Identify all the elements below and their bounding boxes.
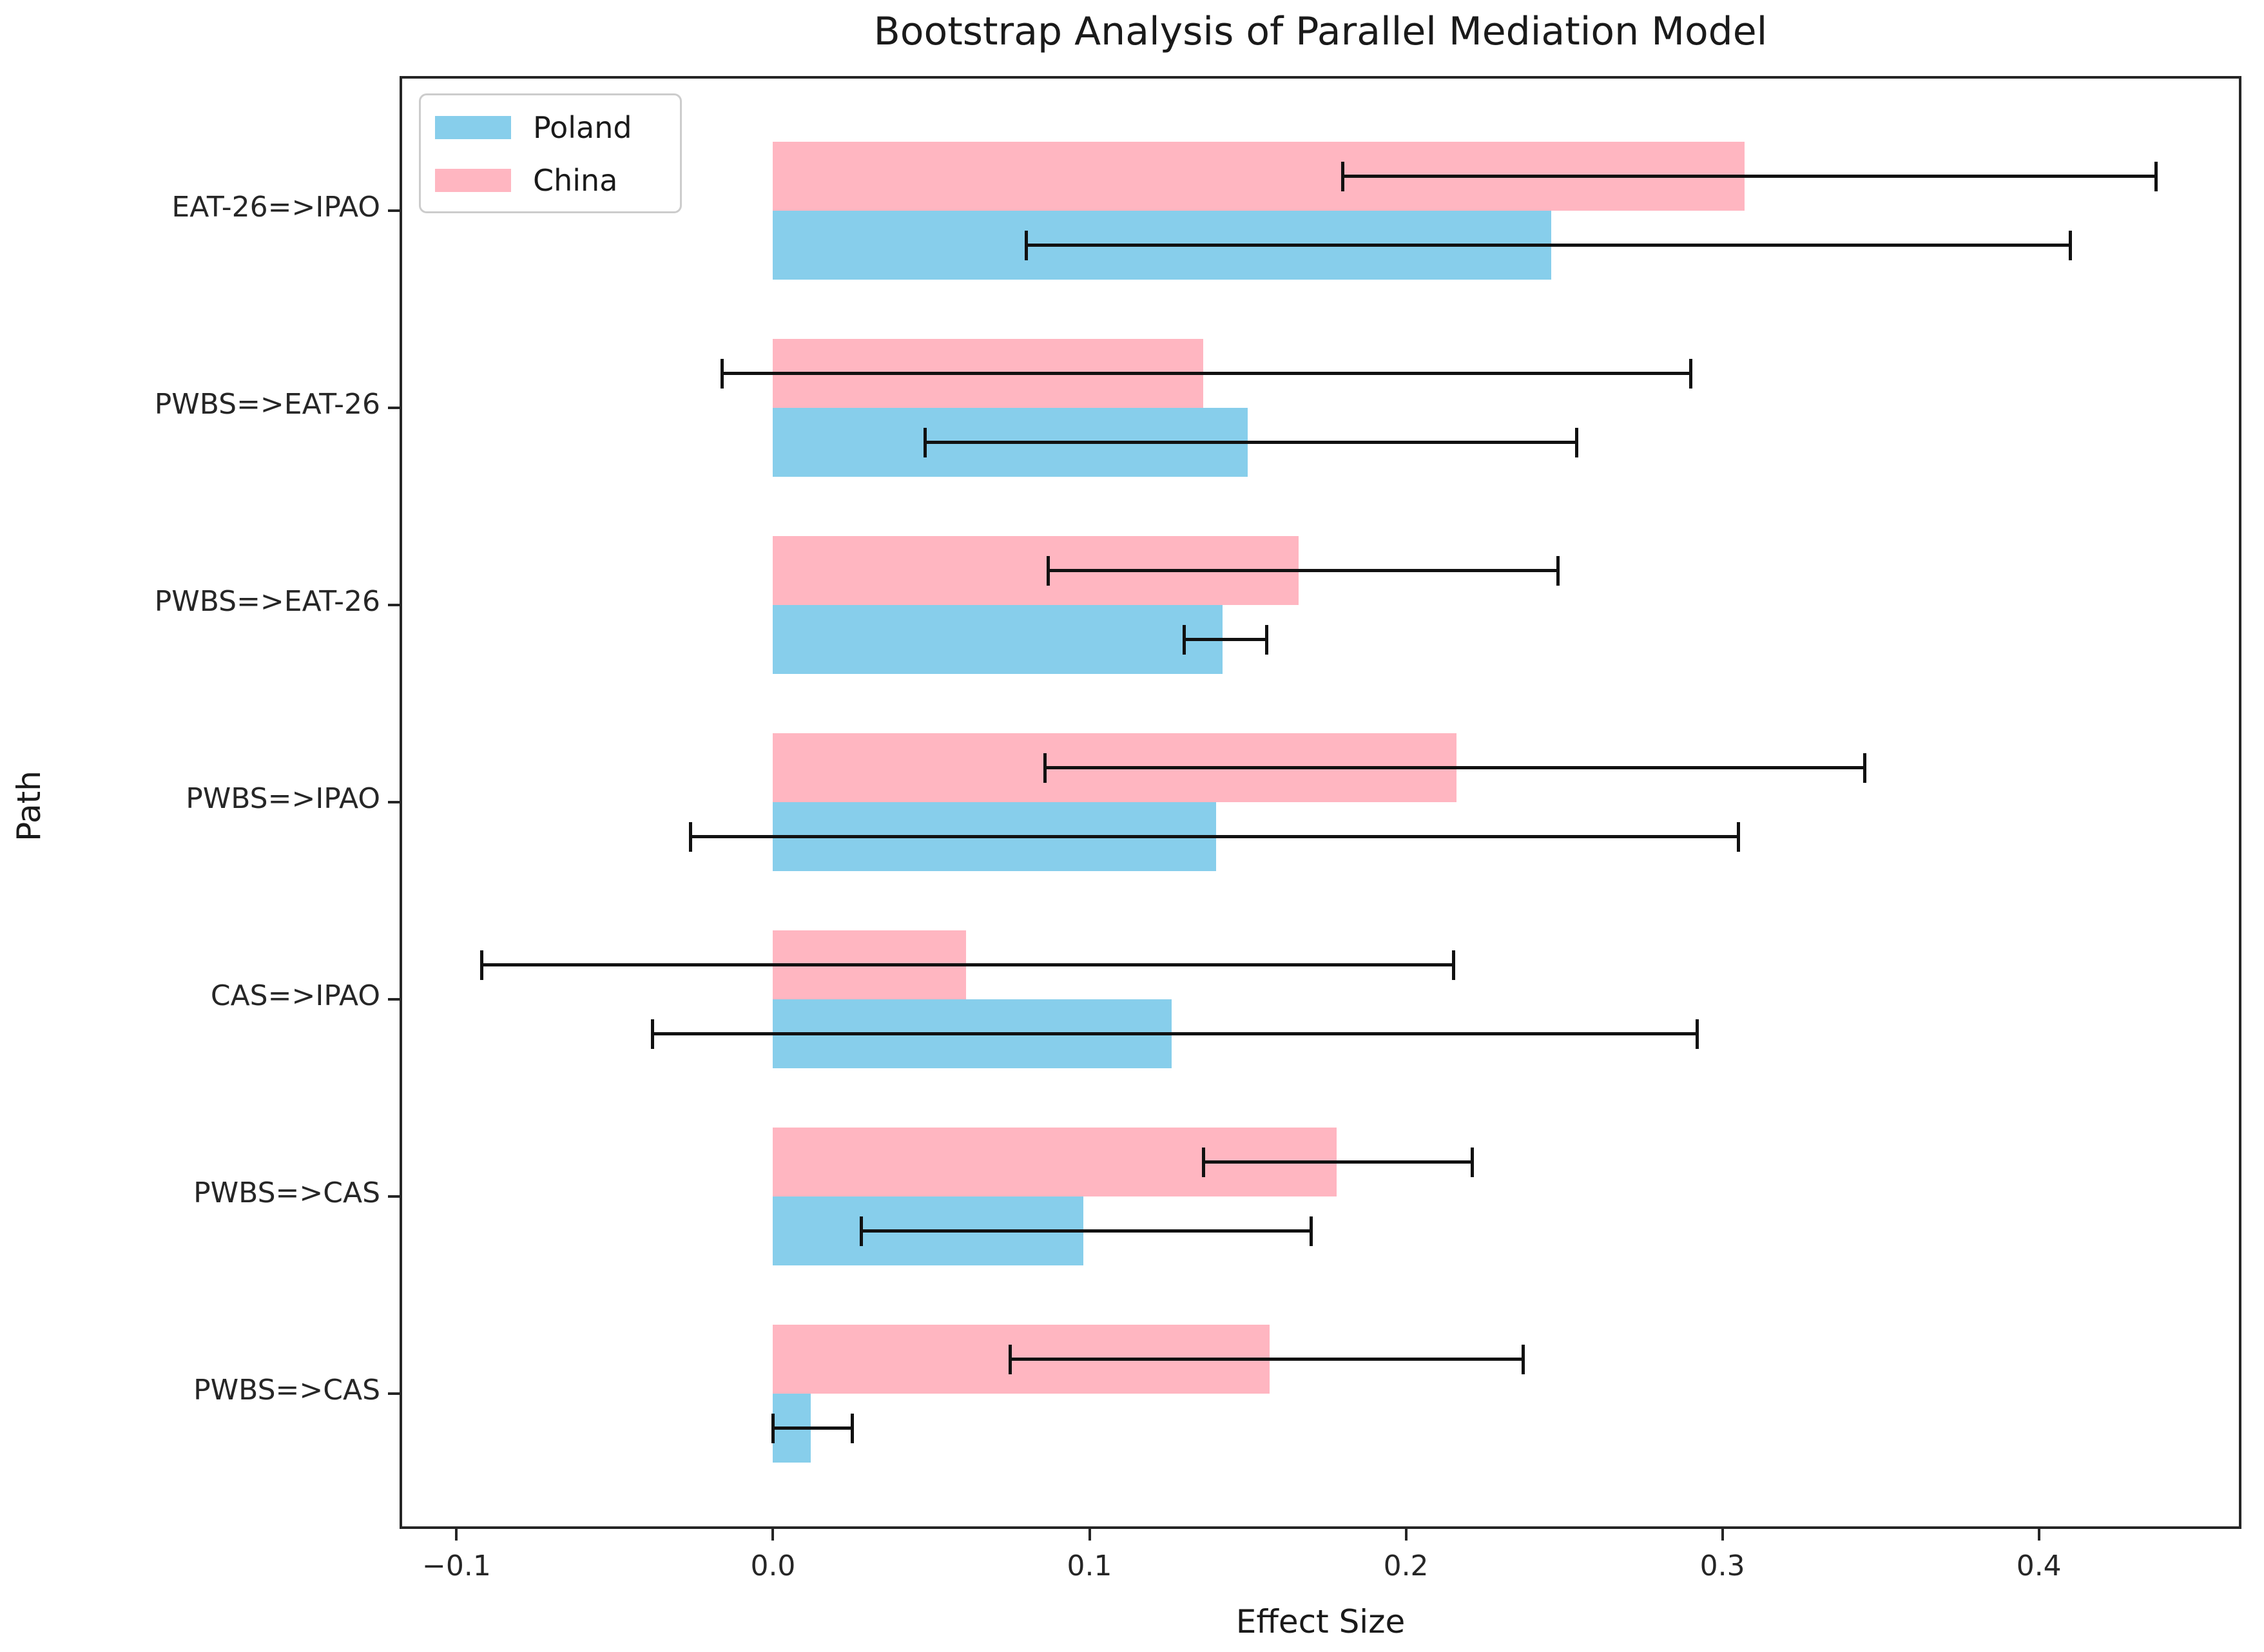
y-tick-label-3: PWBS=>IPAO (186, 782, 380, 815)
error-bar-poland-6 (773, 1426, 853, 1430)
error-bar-cap-poland-3-low (689, 821, 693, 852)
error-bar-cap-china-3-low (1043, 753, 1047, 783)
error-bar-cap-china-4-low (480, 950, 484, 980)
x-tick-mark-0 (455, 1529, 458, 1541)
chart-title: Bootstrap Analysis of Parallel Mediation… (873, 9, 1768, 54)
legend-label-poland: Poland (533, 110, 632, 145)
legend: Poland China (419, 93, 682, 213)
x-tick-label-3: 0.2 (1383, 1550, 1429, 1582)
error-bar-cap-poland-4-low (651, 1019, 655, 1049)
error-bar-china-6 (1010, 1358, 1524, 1361)
error-bar-cap-poland-5-high (1309, 1216, 1313, 1246)
error-bar-cap-china-0-low (1340, 161, 1344, 191)
x-tick-mark-3 (1404, 1529, 1408, 1541)
y-tick-label-1: PWBS=>EAT-26 (154, 388, 380, 421)
error-bar-china-2 (1048, 569, 1558, 572)
y-tick-label-6: PWBS=>CAS (193, 1374, 380, 1407)
error-bar-china-1 (722, 372, 1691, 375)
error-bar-cap-china-6-high (1521, 1344, 1525, 1374)
x-tick-mark-5 (2037, 1529, 2040, 1541)
y-tick-mark-0 (388, 209, 400, 212)
y-tick-mark-2 (388, 604, 400, 606)
plot-area (400, 76, 2241, 1529)
error-bar-china-0 (1342, 175, 2156, 178)
error-bar-china-3 (1045, 766, 1865, 769)
error-bar-poland-4 (652, 1032, 1698, 1035)
legend-label-china: China (533, 163, 618, 198)
error-bar-cap-poland-2-low (1183, 624, 1186, 655)
error-bar-china-5 (1203, 1160, 1473, 1164)
legend-item-poland: Poland (435, 107, 632, 148)
error-bar-cap-poland-5-low (860, 1216, 864, 1246)
error-bar-cap-poland-1-high (1575, 427, 1579, 457)
error-bar-china-4 (481, 963, 1454, 966)
error-bar-poland-5 (861, 1229, 1311, 1233)
error-bar-cap-poland-3-high (1736, 821, 1740, 852)
y-tick-label-4: CAS=>IPAO (210, 979, 380, 1012)
x-tick-label-2: 0.1 (1067, 1550, 1112, 1582)
y-tick-label-0: EAT-26=>IPAO (171, 191, 380, 224)
error-bar-cap-china-6-low (1009, 1344, 1012, 1374)
error-bar-cap-china-0-high (2154, 161, 2158, 191)
error-bar-poland-0 (1026, 244, 2071, 247)
x-tick-label-4: 0.3 (1699, 1550, 1745, 1582)
x-tick-mark-2 (1088, 1529, 1091, 1541)
bar-poland-2 (773, 605, 1223, 674)
error-bar-poland-1 (925, 441, 1577, 444)
error-bar-cap-china-1-high (1689, 358, 1693, 389)
y-tick-mark-1 (388, 407, 400, 409)
error-bar-cap-poland-4-high (1695, 1019, 1699, 1049)
x-tick-label-1: 0.0 (750, 1550, 796, 1582)
y-tick-mark-6 (388, 1392, 400, 1395)
x-tick-mark-4 (1721, 1529, 1724, 1541)
x-tick-mark-1 (771, 1529, 775, 1541)
x-tick-label-5: 0.4 (2016, 1550, 2062, 1582)
error-bar-cap-china-3-high (1863, 753, 1867, 783)
error-bar-cap-china-1-low (721, 358, 724, 389)
legend-item-china: China (435, 160, 617, 201)
error-bar-cap-poland-2-high (1265, 624, 1269, 655)
error-bar-cap-poland-0-high (2069, 230, 2073, 260)
error-bar-cap-china-5-high (1471, 1147, 1475, 1177)
x-axis-label: Effect Size (1235, 1603, 1406, 1640)
error-bar-cap-china-4-high (1451, 950, 1455, 980)
error-bar-cap-poland-6-low (771, 1413, 775, 1443)
legend-swatch-china (435, 169, 511, 192)
error-bar-cap-china-2-high (1556, 555, 1560, 586)
y-tick-mark-3 (388, 801, 400, 803)
error-bar-cap-poland-6-high (850, 1413, 854, 1443)
error-bar-cap-china-2-low (1047, 555, 1050, 586)
y-axis-label: Path (10, 771, 48, 841)
error-bar-cap-poland-0-low (1024, 230, 1028, 260)
y-tick-mark-4 (388, 998, 400, 1001)
error-bar-poland-3 (690, 835, 1739, 838)
y-tick-mark-5 (388, 1195, 400, 1198)
error-bar-cap-poland-1-low (923, 427, 927, 457)
y-tick-label-5: PWBS=>CAS (193, 1177, 380, 1209)
x-tick-label-0: −0.1 (421, 1550, 491, 1582)
error-bar-cap-china-5-low (1201, 1147, 1205, 1177)
y-tick-label-2: PWBS=>EAT-26 (154, 585, 380, 618)
legend-swatch-poland (435, 116, 511, 139)
error-bar-poland-2 (1184, 638, 1267, 641)
